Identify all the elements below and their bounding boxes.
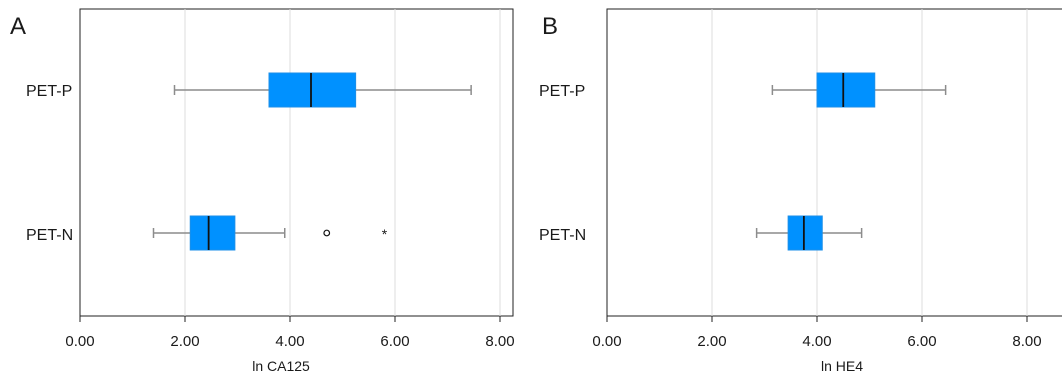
x-ticks-a: 0.00 2.00 4.00 6.00 8.00 xyxy=(65,316,515,350)
plot-frame-a xyxy=(79,8,514,317)
plot-area-a: * xyxy=(79,8,514,317)
plot-frame-b xyxy=(606,8,1062,317)
panel-label-a: A xyxy=(10,13,26,40)
plot-area-b xyxy=(606,8,1062,317)
outlier-star: * xyxy=(382,226,388,242)
outlier-circle xyxy=(323,229,331,237)
box-pet-n: * xyxy=(152,215,388,251)
panel-label-b: B xyxy=(542,13,558,40)
box-pet-n xyxy=(755,215,863,251)
x-tick-label: 4.00 xyxy=(802,333,831,350)
x-tick-label: 6.00 xyxy=(380,333,409,350)
panel-b: B PET-P PET-N 0.00 2.00 4.00 6.00 8.00 ln HE… xyxy=(539,8,1062,374)
iqr-box xyxy=(189,215,236,251)
boxes-b xyxy=(755,72,947,251)
x-ticks-b: 0.00 2.00 4.00 6.00 8.00 xyxy=(592,316,1042,350)
category-label-pet-n-a: PET-N xyxy=(26,227,73,244)
iqr-box xyxy=(787,215,823,251)
x-tick-label: 4.00 xyxy=(275,333,304,350)
panel-a: A PET-P PET-N * 0.00 2.00 4.00 6.00 8.00 ln … xyxy=(10,8,515,374)
x-tick-label: 0.00 xyxy=(592,333,621,350)
box-pet-p xyxy=(173,72,472,108)
x-tick-label: 0.00 xyxy=(65,333,94,350)
category-label-pet-p-a: PET-P xyxy=(26,83,72,100)
iqr-box xyxy=(816,72,876,108)
x-axis-title-a: ln CA125 xyxy=(252,358,310,374)
x-tick-label: 2.00 xyxy=(697,333,726,350)
x-tick-label: 8.00 xyxy=(1012,333,1041,350)
x-tick-label: 8.00 xyxy=(485,333,514,350)
x-tick-label: 2.00 xyxy=(170,333,199,350)
gridlines-b xyxy=(711,9,1028,316)
boxes-a: * xyxy=(152,72,472,251)
box-pet-p xyxy=(771,72,947,108)
gridlines-a xyxy=(184,9,501,316)
category-label-pet-p-b: PET-P xyxy=(539,83,585,100)
iqr-box xyxy=(268,72,357,108)
category-label-pet-n-b: PET-N xyxy=(539,227,586,244)
x-tick-label: 6.00 xyxy=(907,333,936,350)
x-axis-title-b: ln HE4 xyxy=(821,358,863,374)
